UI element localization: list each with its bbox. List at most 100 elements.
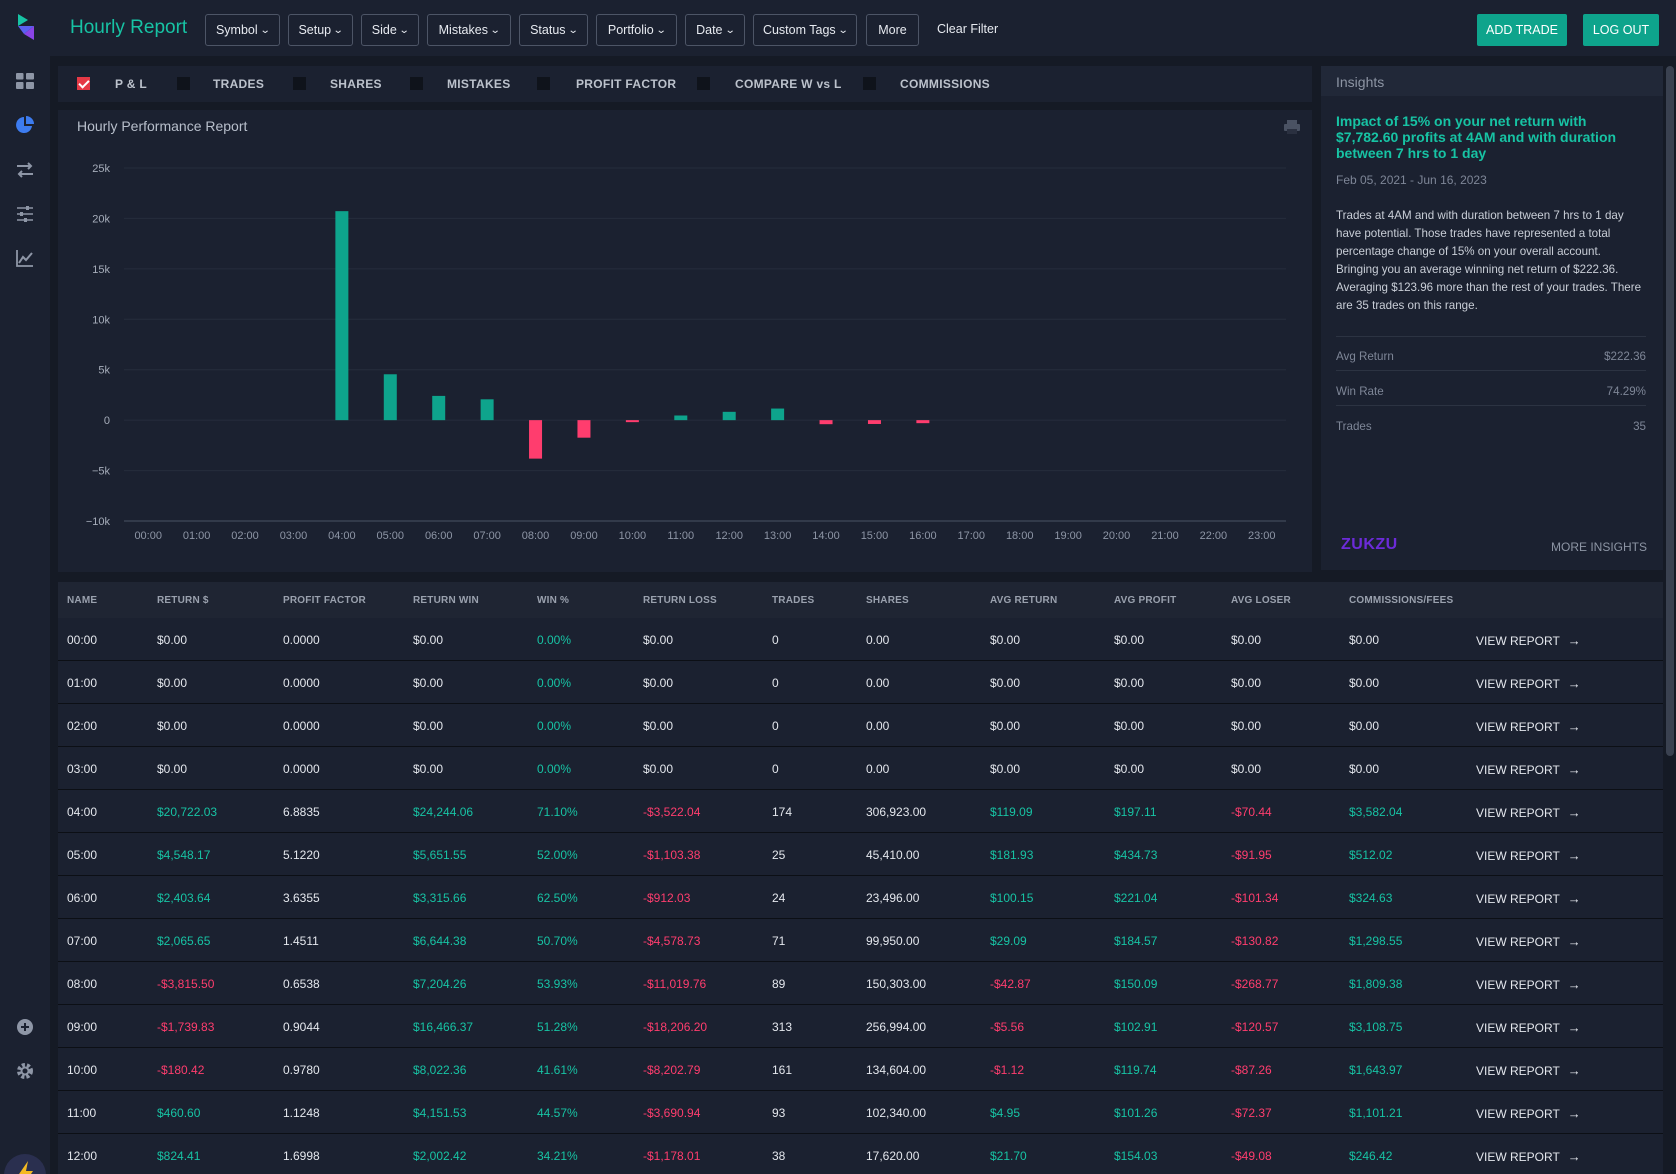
- logout-button[interactable]: LOG OUT: [1583, 14, 1659, 46]
- plus-circle-icon[interactable]: [14, 1016, 36, 1038]
- cell-return-win: $5,651.55: [413, 848, 467, 862]
- bar-13:00[interactable]: [771, 408, 785, 421]
- bar-05:00[interactable]: [383, 374, 397, 421]
- line-chart-icon[interactable]: [14, 247, 36, 269]
- view-report-link[interactable]: VIEW REPORT →: [1476, 1020, 1581, 1035]
- column-header-avg-return: AVG RETURN: [990, 595, 1058, 606]
- arrow-right-icon: →: [1567, 676, 1581, 691]
- gear-icon[interactable]: [14, 1060, 36, 1082]
- view-report-link[interactable]: VIEW REPORT →: [1476, 1149, 1581, 1164]
- bar-09:00[interactable]: [577, 420, 591, 438]
- cell-avg-loser: $0.00: [1231, 762, 1262, 776]
- cell-commissions: $3,582.04: [1349, 805, 1403, 819]
- filter-status-button[interactable]: Status ⌄: [519, 14, 588, 46]
- view-report-link[interactable]: VIEW REPORT →: [1476, 891, 1581, 906]
- metric-label-commissions[interactable]: COMMISSIONS: [900, 77, 990, 91]
- metric-checkbox-compare[interactable]: [697, 77, 710, 90]
- bolt-icon[interactable]: [4, 1154, 46, 1174]
- cell-return-loss: -$912.03: [643, 891, 691, 905]
- view-report-link[interactable]: VIEW REPORT →: [1476, 1106, 1581, 1121]
- cell-return-loss: -$3,690.94: [643, 1106, 701, 1120]
- transfer-icon[interactable]: [14, 159, 36, 181]
- cell-avg-profit: $0.00: [1114, 676, 1145, 690]
- cell-avg-loser: -$70.44: [1231, 805, 1272, 819]
- metric-label-shares[interactable]: SHARES: [330, 77, 382, 91]
- column-header-profit-factor: PROFIT FACTOR: [283, 595, 366, 606]
- cell-name: 10:00: [67, 1063, 98, 1077]
- cell-shares: 306,923.00: [866, 805, 927, 819]
- brand-logo: ZUKZU: [1341, 536, 1398, 553]
- metric-label-trades[interactable]: TRADES: [213, 77, 265, 91]
- arrow-right-icon: →: [1567, 1020, 1581, 1035]
- cell-profit-factor: 6.8835: [283, 805, 320, 819]
- cell-shares: 17,620.00: [866, 1149, 920, 1163]
- y-tick-label: 5k: [98, 365, 110, 377]
- cell-avg-profit: $154.03: [1114, 1149, 1158, 1163]
- filter-mistakes-button[interactable]: Mistakes ⌄: [427, 14, 511, 46]
- more-filters-button[interactable]: More: [866, 14, 919, 46]
- view-report-link[interactable]: VIEW REPORT →: [1476, 676, 1581, 691]
- metric-label-mistakes[interactable]: MISTAKES: [447, 77, 511, 91]
- page-scrollbar[interactable]: [1666, 66, 1674, 756]
- view-report-link[interactable]: VIEW REPORT →: [1476, 762, 1581, 777]
- view-report-link[interactable]: VIEW REPORT →: [1476, 977, 1581, 992]
- cell-shares: 99,950.00: [866, 934, 920, 948]
- cell-trades: 161: [772, 1063, 793, 1077]
- app-logo-icon[interactable]: [14, 12, 38, 42]
- filter-symbol-button[interactable]: Symbol ⌄: [205, 14, 280, 46]
- filter-custom-tags-button[interactable]: Custom Tags ⌄: [753, 14, 857, 46]
- bar-08:00[interactable]: [529, 420, 543, 459]
- metric-checkbox-trades[interactable]: [177, 77, 190, 90]
- cell-return-loss: -$8,202.79: [643, 1063, 701, 1077]
- view-report-link[interactable]: VIEW REPORT →: [1476, 805, 1581, 820]
- bar-15:00[interactable]: [867, 420, 881, 424]
- dashboard-icon[interactable]: [14, 70, 36, 92]
- view-report-link[interactable]: VIEW REPORT →: [1476, 719, 1581, 734]
- cell-win-pct: 34.21%: [537, 1149, 578, 1163]
- cell-avg-return: $119.09: [990, 805, 1033, 819]
- metric-checkbox-mistakes[interactable]: [410, 77, 423, 90]
- filter-portfolio-button[interactable]: Portfolio ⌄: [596, 14, 677, 46]
- metric-label-compare[interactable]: COMPARE W vs L: [735, 77, 842, 91]
- bar-16:00[interactable]: [916, 420, 930, 424]
- bar-04:00[interactable]: [335, 211, 349, 421]
- cell-avg-loser: $0.00: [1231, 676, 1262, 690]
- table-row: 11:00 $460.60 1.1248 $4,151.53 44.57% -$3,690…: [58, 1091, 1663, 1134]
- bar-14:00[interactable]: [819, 420, 833, 425]
- cell-win-pct: 50.70%: [537, 934, 578, 948]
- table-row: 08:00 -$3,815.50 0.6538 $7,204.26 53.93% -$11…: [58, 962, 1663, 1005]
- cell-avg-profit: $221.04: [1114, 891, 1158, 905]
- sliders-icon[interactable]: [14, 203, 36, 225]
- bar-06:00[interactable]: [432, 395, 446, 421]
- view-report-link[interactable]: VIEW REPORT →: [1476, 1063, 1581, 1078]
- metric-label-profit-factor[interactable]: PROFIT FACTOR: [576, 77, 677, 91]
- metric-checkbox-commissions[interactable]: [863, 77, 876, 90]
- print-icon[interactable]: [1284, 120, 1300, 134]
- view-report-link[interactable]: VIEW REPORT →: [1476, 934, 1581, 949]
- column-header-return: RETURN $: [157, 595, 209, 606]
- cell-avg-loser: -$120.57: [1231, 1020, 1279, 1034]
- bar-07:00[interactable]: [480, 399, 494, 421]
- metric-checkbox-profit-factor[interactable]: [537, 77, 550, 90]
- more-insights-link[interactable]: MORE INSIGHTS: [1550, 540, 1647, 554]
- bar-11:00[interactable]: [674, 415, 688, 421]
- y-tick-label: −10k: [86, 516, 111, 528]
- bar-10:00[interactable]: [625, 420, 639, 423]
- metric-checkbox-shares[interactable]: [293, 77, 306, 90]
- bar-12:00[interactable]: [722, 411, 736, 421]
- filter-setup-button[interactable]: Setup ⌄: [288, 14, 353, 46]
- metric-checkbox-pnl[interactable]: [77, 77, 90, 90]
- view-report-link[interactable]: VIEW REPORT →: [1476, 633, 1581, 648]
- view-report-label: VIEW REPORT: [1476, 676, 1560, 691]
- chevron-down-icon: ⌄: [567, 24, 579, 36]
- x-tick-label: 03:00: [280, 530, 308, 542]
- column-header-win-pct: WIN %: [537, 595, 570, 606]
- view-report-link[interactable]: VIEW REPORT →: [1476, 848, 1581, 863]
- filter-side-button[interactable]: Side ⌄: [361, 14, 419, 46]
- clear-filter-link[interactable]: Clear Filter: [937, 22, 999, 36]
- x-tick-label: 05:00: [377, 530, 405, 542]
- filter-date-button[interactable]: Date ⌄: [685, 14, 745, 46]
- metric-label-pnl[interactable]: P & L: [115, 77, 147, 91]
- pie-chart-icon[interactable]: [14, 114, 36, 136]
- add-trade-button[interactable]: ADD TRADE: [1477, 14, 1567, 46]
